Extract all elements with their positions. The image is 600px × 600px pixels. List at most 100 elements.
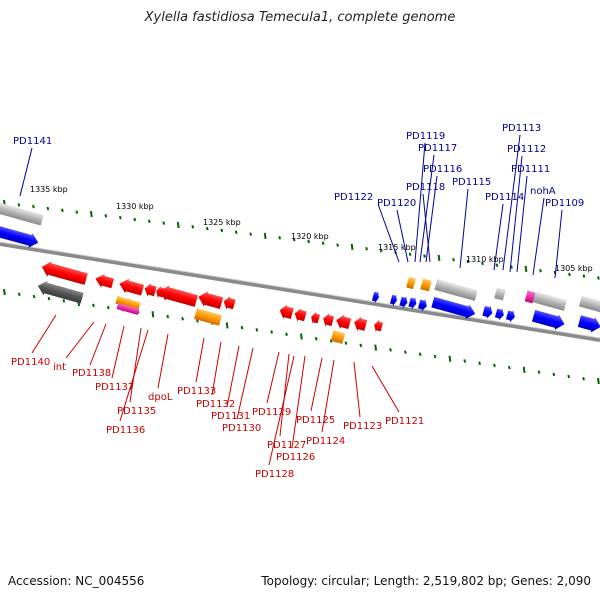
bottom-leader-line xyxy=(279,353,290,437)
tick-mark-outer xyxy=(568,272,571,277)
tick-mark-inner xyxy=(255,328,259,332)
reverse-strand-gene xyxy=(294,308,307,322)
tick-mark-outer xyxy=(292,237,296,242)
scale-label: 1305 kbp xyxy=(555,264,593,273)
top-leader-line xyxy=(516,175,528,273)
tick-mark-inner xyxy=(181,316,184,321)
tick-mark-inner xyxy=(374,344,378,351)
rna-feature xyxy=(330,330,346,344)
bottom-leader-line xyxy=(31,314,57,354)
tick-mark-outer xyxy=(234,230,238,235)
tick-mark-inner xyxy=(344,341,348,345)
scale-label: 1315 kbp xyxy=(378,243,416,252)
bottom-gene-label: PD1127 xyxy=(267,440,306,451)
forward-strand-gene xyxy=(505,309,515,323)
labels: 1335 kbp 1330 kbp 1325 kbp 1320 kbp 1315 kbp… xyxy=(11,123,593,480)
top-leader-line xyxy=(377,203,400,263)
bottom-leader-line xyxy=(291,355,306,449)
tick-mark-inner xyxy=(240,325,244,330)
tick-mark-outer xyxy=(408,252,412,256)
scale-label: 1310 kbp xyxy=(466,255,504,264)
pseudo-gene xyxy=(531,291,567,311)
tick-mark-outer xyxy=(481,261,484,266)
bottom-gene-label: dpoL xyxy=(148,392,173,403)
reverse-strand-gene xyxy=(198,291,224,309)
bottom-gene-label: PD1132 xyxy=(196,399,235,410)
scale-label: 1330 kbp xyxy=(116,202,154,211)
tick-mark-outer xyxy=(597,276,600,280)
bottom-gene-label: PD1131 xyxy=(211,411,250,422)
pseudo-gene xyxy=(0,202,44,226)
reverse-strand-gene xyxy=(95,273,115,289)
tick-mark-outer xyxy=(539,268,542,273)
bottom-gene-label: PD1121 xyxy=(385,416,424,427)
bottom-leader-line xyxy=(226,345,240,408)
tick-mark-outer xyxy=(423,254,426,258)
top-gene-label: nohA xyxy=(530,186,556,197)
reverse-strand-gene xyxy=(119,278,145,296)
tick-mark-outer xyxy=(321,241,325,246)
tick-mark-inner xyxy=(270,330,274,334)
tick-mark-inner xyxy=(300,333,303,340)
top-gene-label: PD1120 xyxy=(377,198,416,209)
reverse-strand-gene xyxy=(374,319,384,333)
rna-feature xyxy=(420,278,432,292)
tick-mark-outer xyxy=(524,265,528,272)
bottom-gene-label: PD1135 xyxy=(117,406,156,417)
bottom-gene-label: PD1129 xyxy=(252,407,291,418)
tick-mark-outer xyxy=(60,208,64,213)
reverse-strand-gene xyxy=(144,283,157,297)
tick-mark-outer xyxy=(46,206,50,211)
forward-strand-gene xyxy=(482,305,493,319)
tick-mark-outer xyxy=(17,203,21,207)
top-leader-line xyxy=(509,155,523,273)
tick-marks xyxy=(3,199,600,385)
tick-mark-outer xyxy=(336,243,339,247)
tick-mark-inner xyxy=(507,365,511,370)
tick-mark-inner xyxy=(597,377,600,385)
bottom-leader-line xyxy=(266,351,280,404)
forward-strand-gene xyxy=(389,293,397,307)
tick-mark-inner xyxy=(62,299,66,303)
tick-mark-outer xyxy=(205,226,209,231)
tick-mark-outer xyxy=(365,246,368,251)
map-title: Xylella fastidiosa Temecula1, complete g… xyxy=(144,10,456,25)
tick-mark-outer xyxy=(220,228,224,233)
forward-strand-gene xyxy=(577,315,600,333)
topology-text: Topology: circular; Length: 2,519,802 bp… xyxy=(261,574,591,588)
pseudo-gene xyxy=(578,295,600,313)
top-leader-line xyxy=(396,209,409,263)
bottom-leader-line xyxy=(89,323,107,366)
bottom-leader-line xyxy=(310,357,323,412)
bottom-leader-line xyxy=(195,337,205,383)
top-leader-line xyxy=(425,175,438,263)
tick-mark-outer xyxy=(118,215,122,220)
tick-mark-inner xyxy=(522,366,526,374)
top-leader-line xyxy=(422,193,431,263)
tick-mark-outer xyxy=(133,217,137,222)
reverse-strand-gene xyxy=(354,316,368,332)
tick-mark-inner xyxy=(106,305,110,310)
tick-mark-inner xyxy=(3,288,6,296)
bottom-gene-label: PD1130 xyxy=(222,423,261,434)
tick-mark-inner xyxy=(493,363,496,368)
bottom-leader-line xyxy=(268,355,295,466)
misc-feature xyxy=(524,290,536,304)
top-leader-line xyxy=(414,142,426,263)
tick-mark-outer xyxy=(379,248,383,253)
tick-mark-outer xyxy=(495,263,499,267)
forward-strand-gene xyxy=(417,298,427,312)
top-gene-label: PD1109 xyxy=(545,198,584,209)
top-gene-label: PD1117 xyxy=(418,143,457,154)
reverse-strand-gene xyxy=(336,314,352,330)
tick-mark-inner xyxy=(448,355,452,362)
tick-mark-inner xyxy=(32,294,36,299)
bottom-gene-label: PD1136 xyxy=(106,425,145,436)
gene-features xyxy=(0,202,600,344)
tick-mark-inner xyxy=(151,311,155,318)
tick-mark-outer xyxy=(249,232,253,236)
tick-mark-outer xyxy=(176,221,180,229)
tick-mark-inner xyxy=(433,354,437,359)
backbone-line xyxy=(0,242,600,342)
bottom-leader-line xyxy=(111,325,125,379)
